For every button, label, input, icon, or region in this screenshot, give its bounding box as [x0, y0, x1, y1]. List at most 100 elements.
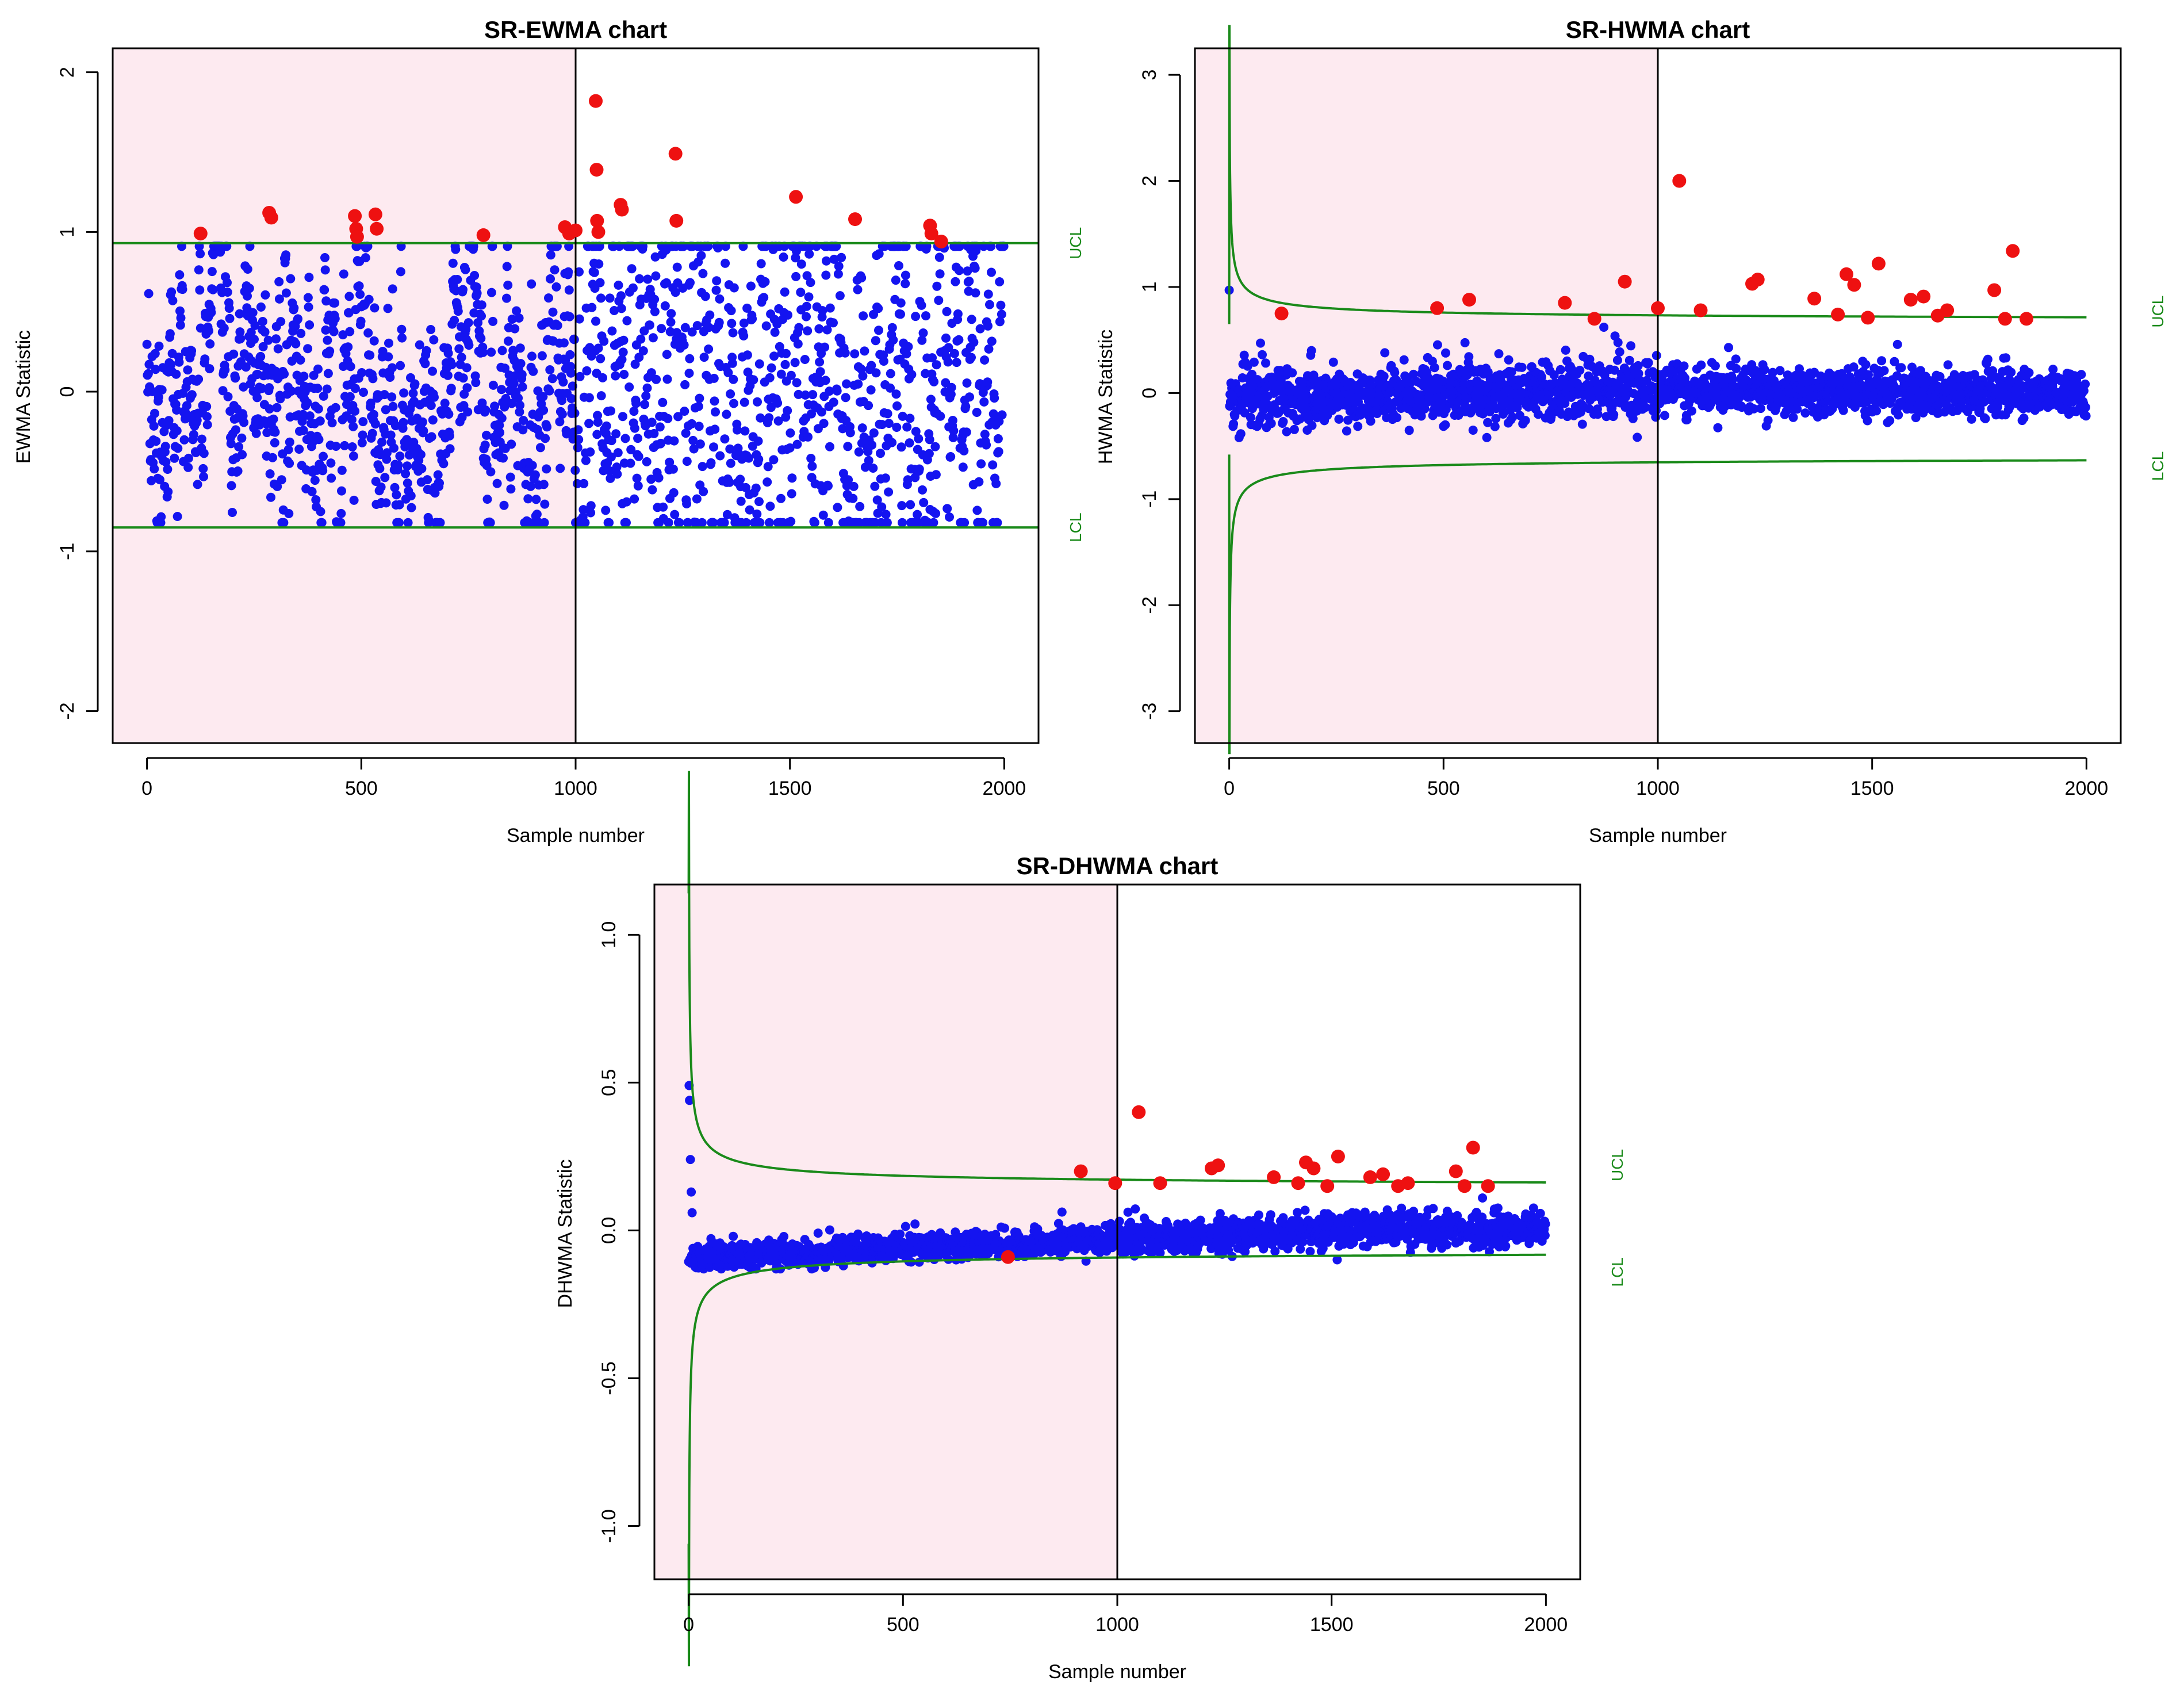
in-control-point [821, 270, 831, 280]
in-control-point [822, 256, 831, 266]
in-control-point [151, 365, 160, 374]
in-control-point [509, 378, 519, 388]
in-control-point [154, 341, 164, 351]
in-control-point [314, 435, 324, 445]
in-control-point [995, 277, 1005, 286]
in-control-point [658, 502, 668, 512]
in-control-point [320, 253, 329, 262]
in-control-point [485, 518, 495, 527]
in-control-point [361, 253, 370, 263]
in-control-point [196, 323, 205, 333]
in-control-point [302, 398, 312, 408]
in-control-point [618, 412, 627, 422]
in-control-point [627, 264, 637, 274]
in-control-point [488, 380, 498, 390]
in-control-point [194, 265, 204, 275]
in-control-point [1404, 426, 1414, 435]
in-control-point [569, 335, 579, 344]
in-control-point [767, 363, 776, 373]
in-control-point [403, 518, 413, 527]
in-control-point [142, 339, 152, 349]
in-control-point [959, 446, 969, 455]
in-control-point [508, 346, 518, 356]
in-control-point [871, 368, 881, 378]
in-control-point [972, 408, 982, 417]
in-control-point [382, 448, 392, 458]
in-control-point [876, 449, 885, 458]
in-control-point [725, 477, 734, 487]
in-control-point [896, 309, 905, 319]
in-control-point [166, 359, 176, 369]
in-control-point [407, 503, 416, 512]
in-control-point [375, 464, 385, 473]
in-control-point [2006, 368, 2016, 377]
in-control-point [710, 396, 719, 406]
in-control-point [349, 495, 359, 505]
in-control-point [803, 326, 813, 336]
in-control-point [825, 303, 835, 313]
in-control-point [263, 335, 273, 345]
in-control-point [304, 273, 314, 282]
in-control-point [482, 495, 492, 504]
in-control-point [654, 473, 664, 483]
in-control-point [892, 401, 902, 411]
in-control-point [660, 301, 670, 311]
in-control-point [619, 335, 629, 345]
in-control-point [183, 453, 193, 463]
in-control-point [669, 436, 679, 446]
in-control-point [1307, 420, 1317, 430]
in-control-point [764, 518, 774, 527]
in-control-point [1236, 429, 1246, 439]
in-control-point [168, 296, 178, 305]
in-control-point [1490, 422, 1500, 431]
in-control-point [1967, 414, 1976, 424]
in-control-point [754, 497, 764, 507]
in-control-point [403, 461, 412, 471]
in-control-point [171, 369, 181, 379]
in-control-point [596, 391, 606, 401]
in-control-point [323, 335, 332, 345]
in-control-point [243, 291, 252, 301]
in-control-point [448, 258, 458, 268]
ucl-label: UCL [2149, 296, 2167, 328]
in-control-point [685, 278, 695, 288]
in-control-point [446, 384, 456, 393]
in-control-point [327, 418, 337, 428]
in-control-point [905, 414, 915, 423]
out-of-control-point [848, 212, 862, 227]
out-of-control-point [1807, 292, 1822, 306]
in-control-point [270, 438, 279, 447]
in-control-point [699, 487, 708, 496]
out-of-control-point [1430, 301, 1444, 315]
in-control-point [934, 296, 944, 305]
in-control-point [546, 274, 555, 284]
in-control-point [478, 347, 488, 357]
in-control-point [595, 278, 605, 288]
in-control-point [256, 302, 266, 312]
x-tick-label: 500 [345, 778, 378, 799]
in-control-point [143, 369, 153, 378]
in-control-point [260, 290, 270, 300]
in-control-point [392, 490, 401, 500]
in-control-point [696, 251, 706, 261]
out-of-control-point [1917, 289, 1931, 304]
in-control-point [542, 422, 552, 432]
in-control-point [761, 321, 771, 331]
in-control-point [486, 288, 496, 297]
in-control-point [601, 421, 611, 431]
in-control-point [220, 365, 230, 375]
in-control-point [1710, 361, 1720, 371]
in-control-point [327, 473, 336, 483]
in-control-point [974, 477, 984, 487]
in-control-point [715, 451, 725, 461]
in-control-point [652, 374, 661, 384]
in-control-point [598, 373, 607, 382]
in-control-point [470, 371, 480, 381]
in-control-point [642, 383, 652, 393]
in-control-point [961, 427, 971, 437]
in-control-point [630, 494, 639, 504]
in-control-point [967, 315, 976, 324]
in-control-point [195, 285, 205, 295]
in-control-point [1353, 422, 1363, 431]
out-of-control-point [1693, 303, 1708, 317]
